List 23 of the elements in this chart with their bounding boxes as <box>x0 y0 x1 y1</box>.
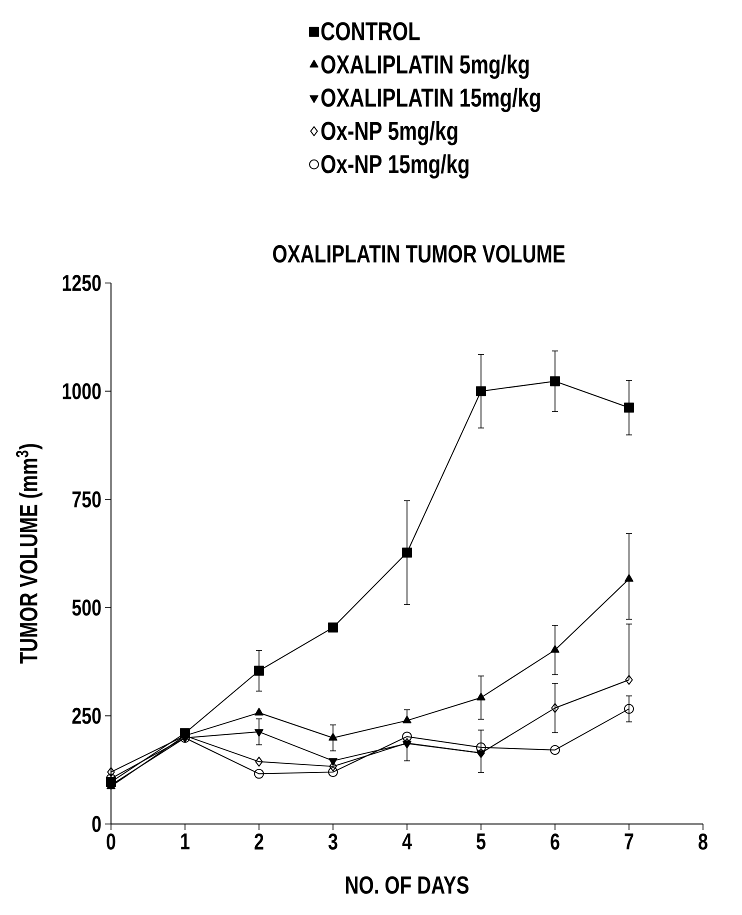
y-tick-label: 1250 <box>62 274 101 292</box>
legend-label: Ox-NP 15mg/kg <box>321 154 468 179</box>
legend-label: OXALIPLATIN 5mg/kg <box>321 54 529 79</box>
y-tick-label: 1000 <box>62 383 101 400</box>
x-tick-label: 0 <box>106 833 116 850</box>
y-axis-title: TUMOR VOLUME (mm$^{3}$) <box>16 444 42 664</box>
x-tick-label: 2 <box>254 833 264 850</box>
x-tick-label: 5 <box>476 833 486 850</box>
y-tick-label: 0 <box>92 816 101 832</box>
chart-title: OXALIPLATIN TUMOR VOLUME <box>273 245 565 263</box>
legend-label: CONTROL <box>321 22 420 40</box>
legend-label: OXALIPLATIN 15mg/kg <box>321 88 540 112</box>
x-tick-label: 3 <box>328 833 338 850</box>
y-tick-label: 750 <box>72 491 101 508</box>
legend-label: Ox-NP 5mg/kg <box>321 121 458 146</box>
x-tick-label: 6 <box>550 833 560 850</box>
x-tick-label: 1 <box>181 833 190 850</box>
x-tick-label: 7 <box>624 833 634 850</box>
x-tick-label: 4 <box>402 833 412 850</box>
x-axis-title: NO. OF DAYS <box>346 876 468 894</box>
y-tick-label: 250 <box>72 708 101 724</box>
y-tick-label: 500 <box>72 599 101 616</box>
x-tick-label: 8 <box>698 833 708 850</box>
